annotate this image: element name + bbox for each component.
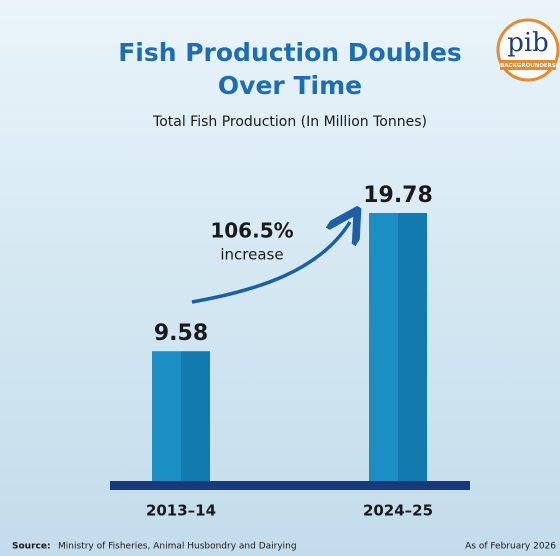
- bar: [369, 213, 427, 481]
- x-tick-label: 2013–14: [146, 502, 216, 520]
- baseline: [110, 481, 470, 490]
- chart-title: Fish Production Doubles Over Time: [95, 36, 485, 102]
- value-label: 9.58: [154, 321, 208, 346]
- annotation-text: increase: [220, 246, 283, 264]
- x-tick-label: 2024–25: [363, 502, 433, 520]
- date-note: As of February 2026: [465, 542, 556, 552]
- annotation-value: 106.5%: [210, 219, 293, 243]
- logo: pib BACKGROUNDERS: [498, 20, 558, 80]
- logo-text: pib: [507, 28, 549, 58]
- logo-subtext: BACKGROUNDERS: [500, 63, 556, 69]
- value-label: 19.78: [363, 183, 433, 208]
- subtitle: Total Fish Production (In Million Tonnes…: [152, 114, 427, 130]
- bar: [152, 351, 210, 481]
- infographic: pib BACKGROUNDERS Total Fish Production …: [0, 0, 560, 556]
- source: Ministry of Fisheries, Animal Husbondry …: [58, 542, 297, 552]
- source-label: Source:: [12, 542, 51, 552]
